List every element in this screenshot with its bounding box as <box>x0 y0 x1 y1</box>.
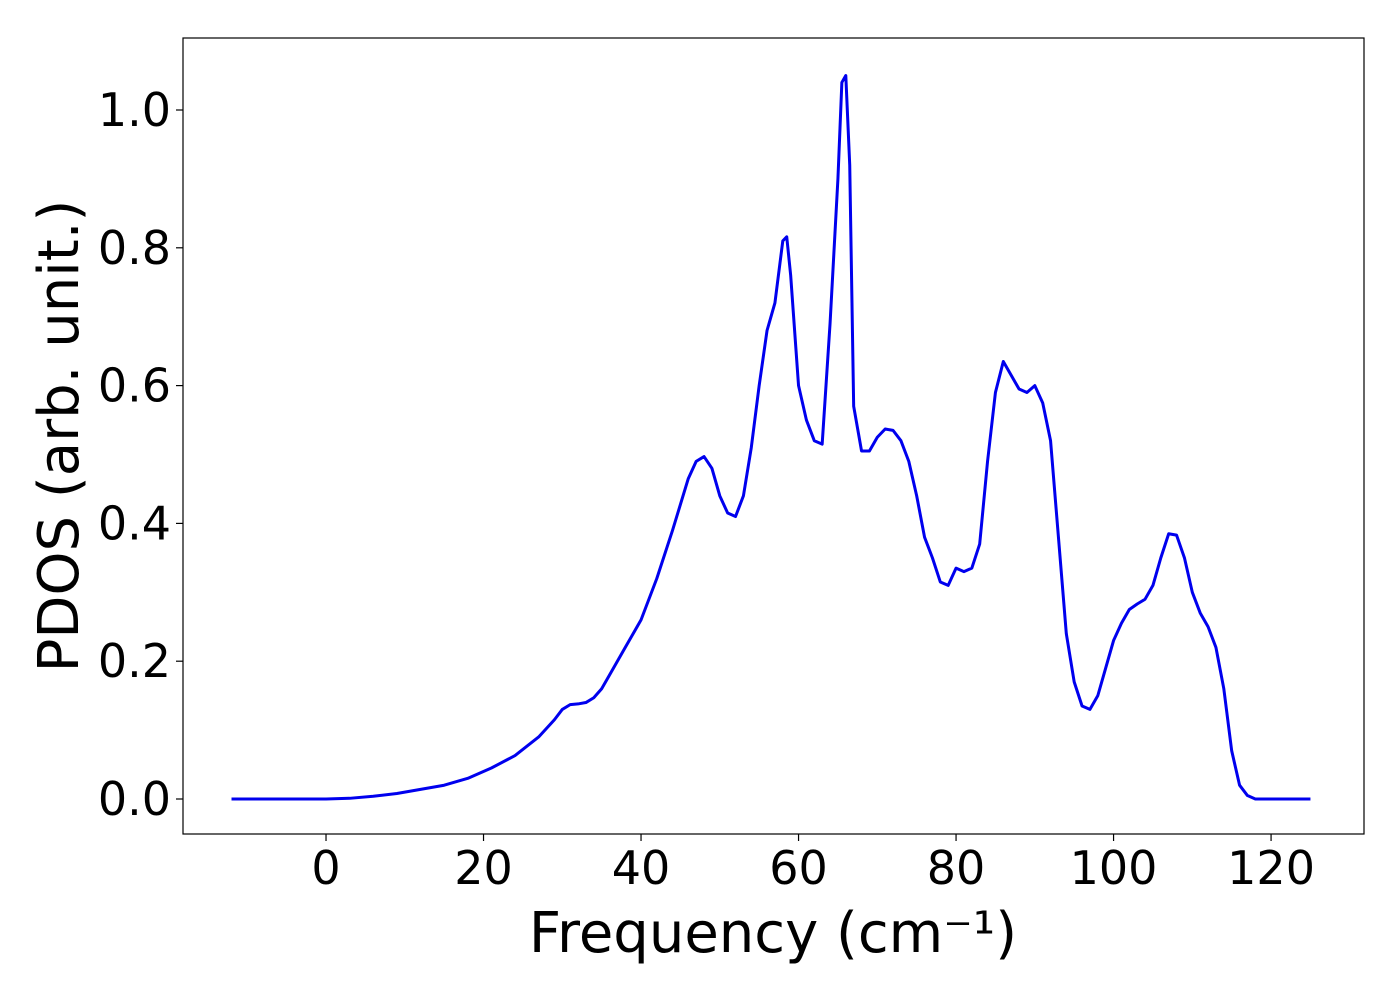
x-tick-label: 60 <box>769 841 828 895</box>
y-tick-label: 0.2 <box>98 634 171 688</box>
x-tick-label: 120 <box>1227 841 1315 895</box>
x-tick-label: 0 <box>311 841 340 895</box>
y-tick-label: 0.8 <box>98 221 171 275</box>
y-tick-label: 1.0 <box>98 83 171 137</box>
x-axis-label: Frequency (cm⁻¹) <box>529 901 1017 966</box>
x-tick-label: 80 <box>927 841 986 895</box>
x-tick-label: 100 <box>1070 841 1158 895</box>
y-tick-label: 0.4 <box>98 496 171 550</box>
x-tick-label: 20 <box>454 841 513 895</box>
y-tick-label: 0.0 <box>98 772 171 826</box>
pdos-line <box>231 74 1311 801</box>
plot-frame <box>182 37 1365 835</box>
x-tick-label: 40 <box>612 841 671 895</box>
y-tick-label: 0.6 <box>98 359 171 413</box>
y-axis-label: PDOS (arb. unit.) <box>27 200 92 673</box>
